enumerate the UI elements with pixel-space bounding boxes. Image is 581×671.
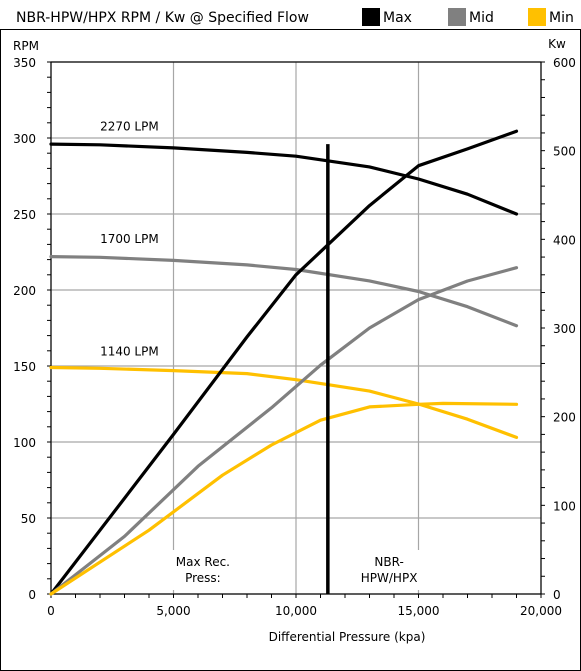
series-line-mid-kw (49, 266, 519, 596)
y-left-tick-label: 250 (13, 208, 36, 222)
legend-label: Min (549, 10, 574, 26)
y-right-tick-label: 500 (553, 145, 576, 159)
flow-label-box (66, 230, 136, 247)
y-right-tick-label: 0 (553, 588, 561, 602)
flow-label-box (66, 343, 136, 360)
flow-label: 1700 LPM (100, 232, 159, 246)
flow-label: 1140 LPM (100, 344, 159, 358)
marker-label-line: Max Rec. (176, 555, 230, 569)
series-group (49, 129, 519, 596)
x-tick-label: 0 (47, 604, 55, 618)
y-right-tick-label: 200 (553, 411, 576, 425)
chart-title: NBR-HPW/HPX RPM / Kw @ Specified Flow (16, 10, 309, 26)
y-right-tick-label: 400 (553, 233, 576, 247)
marker-label-box (168, 550, 237, 590)
flow-label: 2270 LPM (100, 119, 159, 133)
series-line-mid-rpm (49, 255, 519, 328)
marker-label-box (355, 550, 424, 590)
y-left-axis-label: RPM (13, 39, 39, 53)
y-left-tick-label: 300 (13, 132, 36, 146)
legend-label: Max (383, 10, 412, 26)
y-right-tick-label: 300 (553, 322, 576, 336)
x-tick-label: 5,000 (156, 604, 190, 618)
flow-label-box (66, 118, 136, 135)
legend-swatch (362, 8, 380, 26)
x-tick-label: 20,000 (520, 604, 562, 618)
legend: Max Mid Min (362, 8, 574, 26)
y-left-tick-label: 50 (21, 512, 36, 526)
x-axis-label: Differential Pressure (kpa) (269, 630, 426, 644)
y-left-tick-label: 350 (13, 56, 36, 70)
y-left-tick-label: 150 (13, 360, 36, 374)
legend-swatch (528, 8, 546, 26)
series-line-max-kw (49, 129, 519, 596)
annotations: 2270 LPM 1700 LPM 1140 LPM Max Rec. Press: NB… (66, 118, 424, 590)
y-right-tick-label: 600 (553, 56, 576, 70)
series-line-min-rpm (49, 365, 519, 439)
y-left-tick-label: 0 (28, 588, 36, 602)
ticks: 0 5,000 10,000 15,000 20,000 0 50 100 150 200 250 3… (13, 56, 576, 618)
series-line-min-kw (49, 401, 519, 596)
series-line-max-rpm (49, 142, 519, 216)
y-left-tick-label: 200 (13, 284, 36, 298)
x-tick-label: 10,000 (275, 604, 317, 618)
legend-label: Mid (469, 10, 494, 26)
y-left-tick-label: 100 (13, 436, 36, 450)
x-tick-label: 15,000 (398, 604, 440, 618)
y-right-tick-label: 100 (553, 499, 576, 513)
marker-label-line: NBR- (374, 555, 403, 569)
y-right-axis-label: Kw (548, 37, 566, 51)
marker-label-line: HPW/HPX (361, 571, 418, 585)
legend-swatch (448, 8, 466, 26)
marker-label-line: Press: (185, 571, 221, 585)
